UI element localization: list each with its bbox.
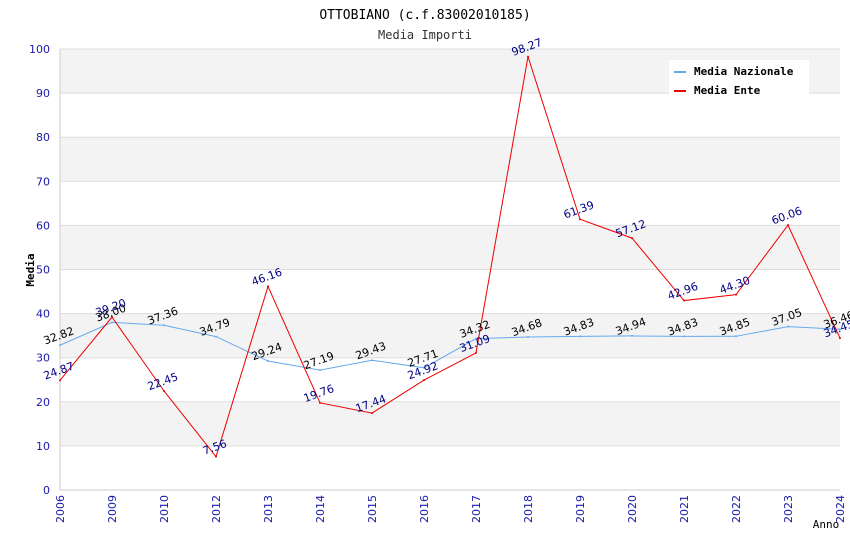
data-point xyxy=(163,389,165,392)
data-point xyxy=(59,344,61,347)
data-point xyxy=(735,335,737,338)
band xyxy=(60,445,840,490)
data-point xyxy=(371,412,373,415)
y-tick-label: 10 xyxy=(36,440,50,453)
x-tick-label: 2022 xyxy=(730,495,743,523)
x-tick-label: 2023 xyxy=(782,495,795,523)
y-tick-label: 70 xyxy=(36,175,50,188)
legend-box xyxy=(669,60,809,98)
x-tick-label: 2017 xyxy=(470,495,483,523)
x-tick-label: 2012 xyxy=(210,495,223,523)
data-point xyxy=(475,351,477,354)
y-tick-label: 0 xyxy=(43,484,50,497)
data-point xyxy=(475,337,477,340)
y-tick-label: 40 xyxy=(36,308,50,321)
band xyxy=(60,225,840,270)
data-point xyxy=(163,324,165,327)
data-point xyxy=(111,316,113,319)
y-tick-label: 90 xyxy=(36,87,50,100)
data-point xyxy=(215,455,217,458)
data-point xyxy=(215,335,217,338)
legend: Media Nazionale Media Ente xyxy=(669,60,809,98)
x-tick-label: 2021 xyxy=(678,495,691,523)
data-point xyxy=(319,369,321,372)
data-point xyxy=(319,401,321,404)
data-point xyxy=(839,337,841,340)
gridlines xyxy=(59,48,840,491)
y-tick-label: 30 xyxy=(36,352,50,365)
y-tick-label: 50 xyxy=(36,264,50,277)
x-tick-label: 2020 xyxy=(626,495,639,523)
chart-subtitle: Media Importi xyxy=(378,28,472,42)
series-lines xyxy=(59,55,841,458)
x-tick-label: 2006 xyxy=(54,495,67,523)
data-point xyxy=(683,299,685,302)
data-point xyxy=(579,335,581,338)
y-axis-label: Media xyxy=(24,253,37,286)
series-line-media-nazionale xyxy=(59,321,841,371)
band xyxy=(60,357,840,402)
data-point xyxy=(527,336,529,339)
data-point xyxy=(839,328,841,331)
chart-title: OTTOBIANO (c.f.83002010185) xyxy=(319,8,530,23)
legend-label-media-ente: Media Ente xyxy=(694,84,761,97)
band xyxy=(60,313,840,358)
y-tick-label: 20 xyxy=(36,396,50,409)
x-axis-ticks: 2006 2009 2010 2012 2013 2014 2015 2016 2017 2018… xyxy=(54,495,847,523)
y-tick-label: 100 xyxy=(29,43,50,56)
x-tick-label: 2015 xyxy=(366,495,379,523)
band xyxy=(60,137,840,182)
x-tick-label: 2009 xyxy=(106,495,119,523)
data-point xyxy=(579,218,581,221)
data-point xyxy=(59,379,61,382)
data-point xyxy=(787,325,789,328)
background-bands xyxy=(60,49,840,490)
band xyxy=(60,181,840,226)
data-point xyxy=(683,335,685,338)
data-point xyxy=(423,379,425,382)
data-point xyxy=(631,237,633,240)
legend-label-media-nazionale: Media Nazionale xyxy=(694,65,794,78)
y-axis-ticks: 0 10 20 30 40 50 60 70 80 90 100 xyxy=(29,43,50,497)
x-axis-label: Anno xyxy=(813,518,840,531)
data-point xyxy=(631,334,633,337)
x-tick-label: 2019 xyxy=(574,495,587,523)
series-line-media-ente xyxy=(59,56,841,458)
data-point xyxy=(735,293,737,296)
band xyxy=(60,269,840,314)
data-point xyxy=(423,366,425,369)
band xyxy=(60,401,840,446)
x-tick-label: 2014 xyxy=(314,495,327,523)
x-tick-label: 2018 xyxy=(522,495,535,523)
data-point xyxy=(787,224,789,227)
data-point xyxy=(527,55,529,58)
x-tick-label: 2010 xyxy=(158,495,171,523)
y-tick-label: 60 xyxy=(36,219,50,232)
data-point xyxy=(111,321,113,324)
data-point xyxy=(371,359,373,362)
x-tick-label: 2013 xyxy=(262,495,275,523)
x-tick-label: 2016 xyxy=(418,495,431,523)
band xyxy=(60,93,840,138)
x-tick-label: 2024 xyxy=(834,495,847,523)
data-point xyxy=(267,285,269,288)
y-tick-label: 80 xyxy=(36,131,50,144)
data-point xyxy=(267,360,269,363)
